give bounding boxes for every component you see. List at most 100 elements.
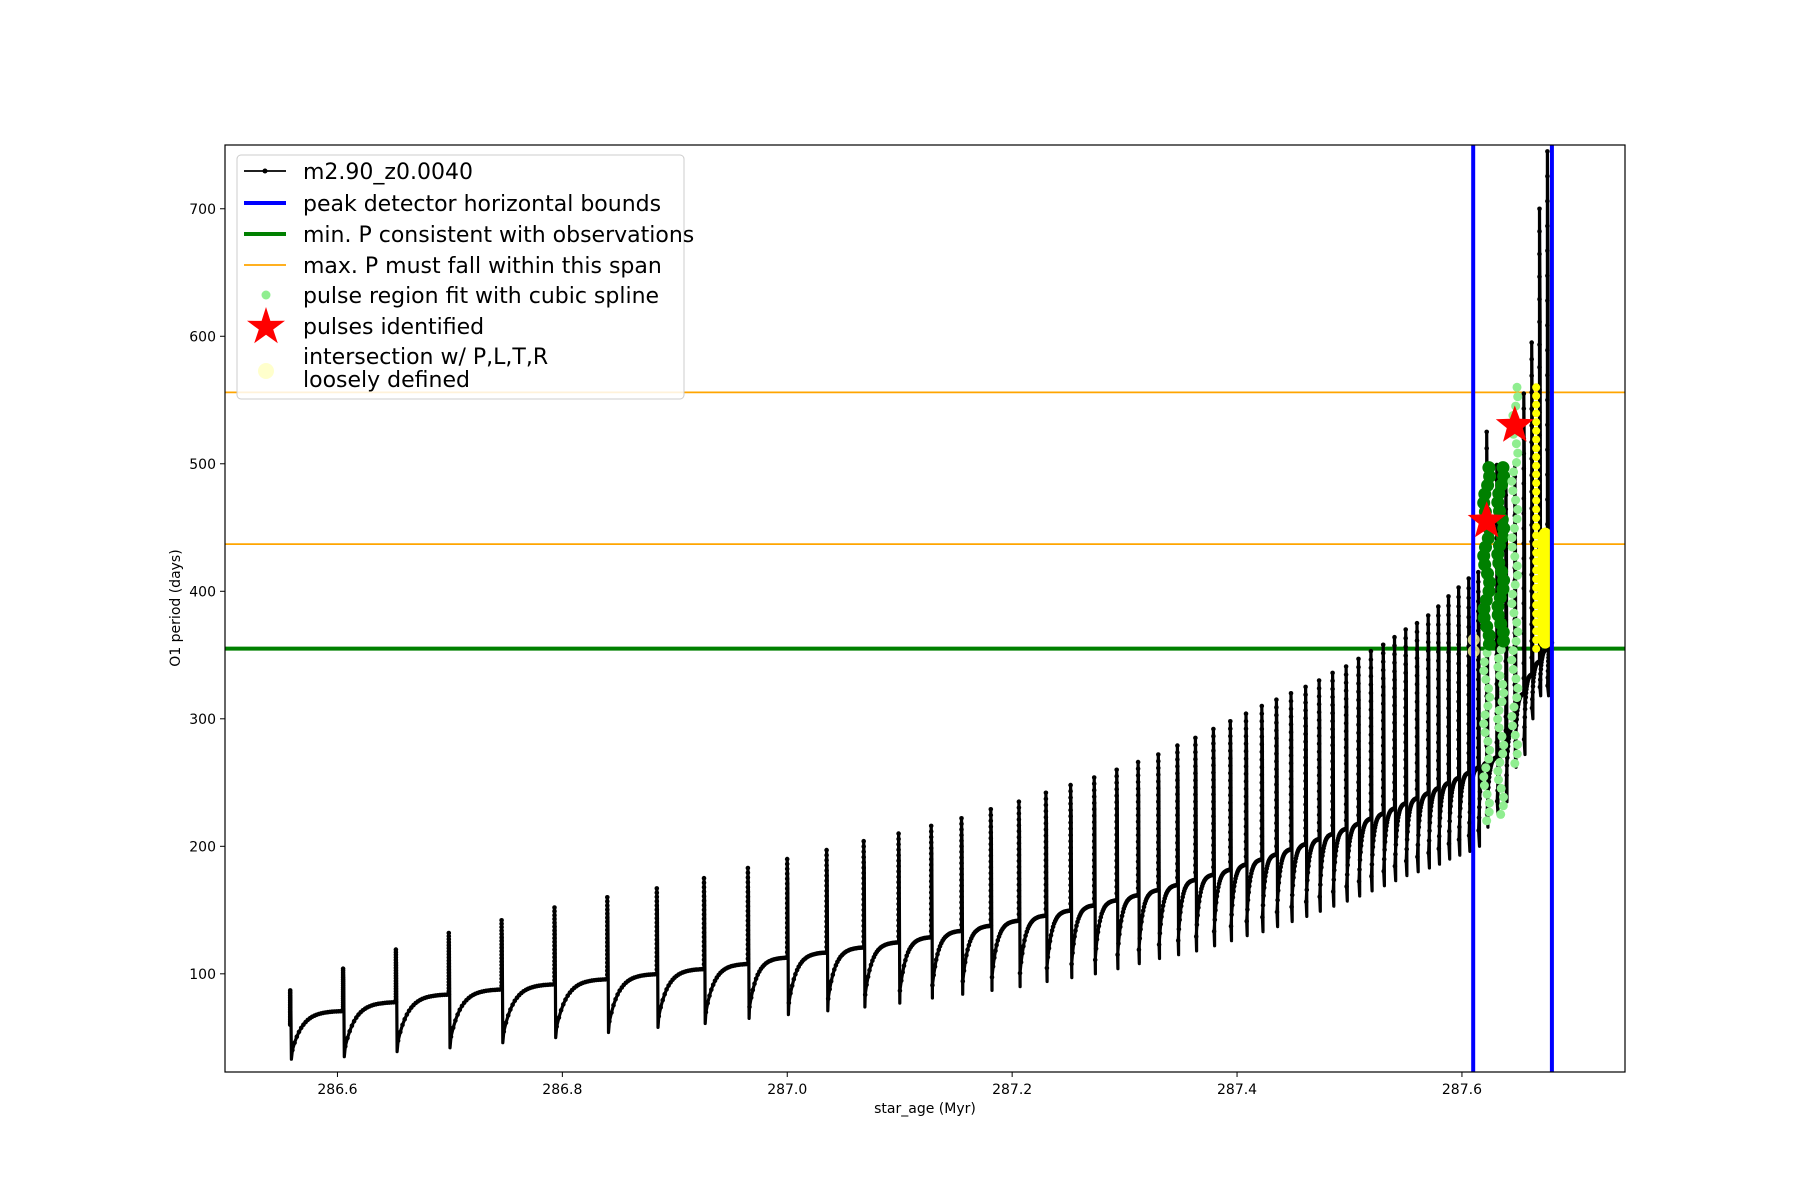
- series-point: [1466, 833, 1472, 838]
- series-point: [784, 920, 790, 926]
- series-point: [745, 865, 751, 871]
- series-point: [1068, 901, 1073, 907]
- series-point: [1414, 708, 1420, 713]
- series-point: [1436, 622, 1441, 627]
- series-point: [988, 812, 994, 818]
- series-point: [1428, 813, 1433, 819]
- series-point: [605, 919, 610, 925]
- series-point: [1521, 571, 1527, 576]
- series-point: [1193, 749, 1198, 755]
- series-point: [1094, 937, 1100, 942]
- series-point: [1537, 206, 1542, 212]
- series-point: [552, 951, 557, 956]
- series-point: [292, 1040, 297, 1045]
- series-point: [964, 953, 969, 958]
- series-point: [1114, 780, 1119, 786]
- series-point: [701, 930, 707, 935]
- series-point: [1406, 813, 1412, 819]
- series-point: [1211, 792, 1216, 797]
- series-point: [791, 977, 797, 982]
- series-point: [503, 1020, 509, 1025]
- series-point: [654, 886, 660, 891]
- series-point: [1425, 613, 1431, 618]
- series-point: [1456, 689, 1461, 695]
- series-point: [1436, 767, 1441, 772]
- series-point: [1406, 817, 1411, 823]
- series-point: [928, 840, 934, 845]
- series-point: [1414, 795, 1420, 801]
- series-point: [1368, 724, 1374, 729]
- series-point: [1211, 755, 1216, 761]
- series-point: [705, 1000, 710, 1006]
- series-point: [1288, 737, 1294, 743]
- series-point: [928, 829, 934, 834]
- series-point: [745, 875, 751, 880]
- series-point: [1092, 957, 1098, 963]
- spline-point: [1496, 809, 1506, 819]
- series-point: [1392, 720, 1397, 725]
- series-point: [1425, 675, 1431, 680]
- series-point: [1545, 149, 1550, 154]
- series-point: [928, 823, 934, 829]
- series-point: [861, 902, 866, 907]
- series-point: [1160, 908, 1165, 913]
- series-point: [1403, 653, 1408, 658]
- series-point: [1427, 820, 1433, 825]
- series-point: [1372, 828, 1377, 834]
- series-point: [1243, 779, 1249, 784]
- series-point: [1114, 832, 1119, 838]
- series-point: [959, 922, 964, 928]
- series-point: [1404, 837, 1410, 842]
- series-point: [988, 894, 994, 899]
- spline-point: [1511, 401, 1521, 411]
- series-point: [1095, 929, 1101, 935]
- series-point: [1047, 938, 1053, 944]
- series-point: [654, 907, 660, 912]
- series-point: [1521, 526, 1527, 531]
- series-point: [1288, 753, 1294, 758]
- series-point: [1043, 790, 1049, 796]
- series-point: [1068, 889, 1073, 894]
- series-point: [896, 831, 901, 836]
- series-point: [1356, 788, 1361, 793]
- series-point: [1522, 724, 1527, 730]
- series-point: [988, 836, 994, 841]
- x-tick-label: 286.6: [317, 1082, 357, 1098]
- series-point: [1068, 876, 1073, 882]
- intersection-point: [1532, 496, 1541, 505]
- series-point: [1392, 771, 1397, 777]
- series-point: [784, 900, 790, 906]
- series-point: [1436, 776, 1441, 781]
- series-point: [1403, 627, 1408, 632]
- series-point: [1175, 812, 1180, 818]
- series-point: [1319, 865, 1324, 870]
- series-point: [1466, 692, 1471, 698]
- series-point: [1276, 880, 1282, 885]
- series-point: [1259, 757, 1265, 762]
- series-point: [1392, 763, 1397, 768]
- series-point: [935, 952, 940, 957]
- series-point: [1343, 810, 1349, 815]
- series-point: [988, 847, 994, 853]
- series-point: [1091, 858, 1097, 863]
- series-point: [1016, 870, 1022, 876]
- series-point: [552, 943, 557, 949]
- series-point: [1114, 891, 1119, 896]
- series-point: [1303, 684, 1308, 690]
- series-point: [1316, 694, 1322, 699]
- series-point: [1456, 585, 1461, 590]
- spline-point: [1482, 648, 1492, 658]
- series-point: [1211, 784, 1216, 790]
- series-point: [1459, 789, 1464, 794]
- spline-point: [1510, 580, 1520, 590]
- series-point: [1446, 780, 1451, 785]
- series-point: [1259, 826, 1265, 831]
- series-point: [605, 931, 610, 937]
- series-point: [1135, 852, 1141, 858]
- series-point: [605, 972, 610, 978]
- series-point: [896, 890, 901, 896]
- series-point: [1259, 726, 1265, 732]
- series-point: [1334, 844, 1339, 849]
- series-point: [1529, 572, 1534, 577]
- series-point: [896, 928, 901, 934]
